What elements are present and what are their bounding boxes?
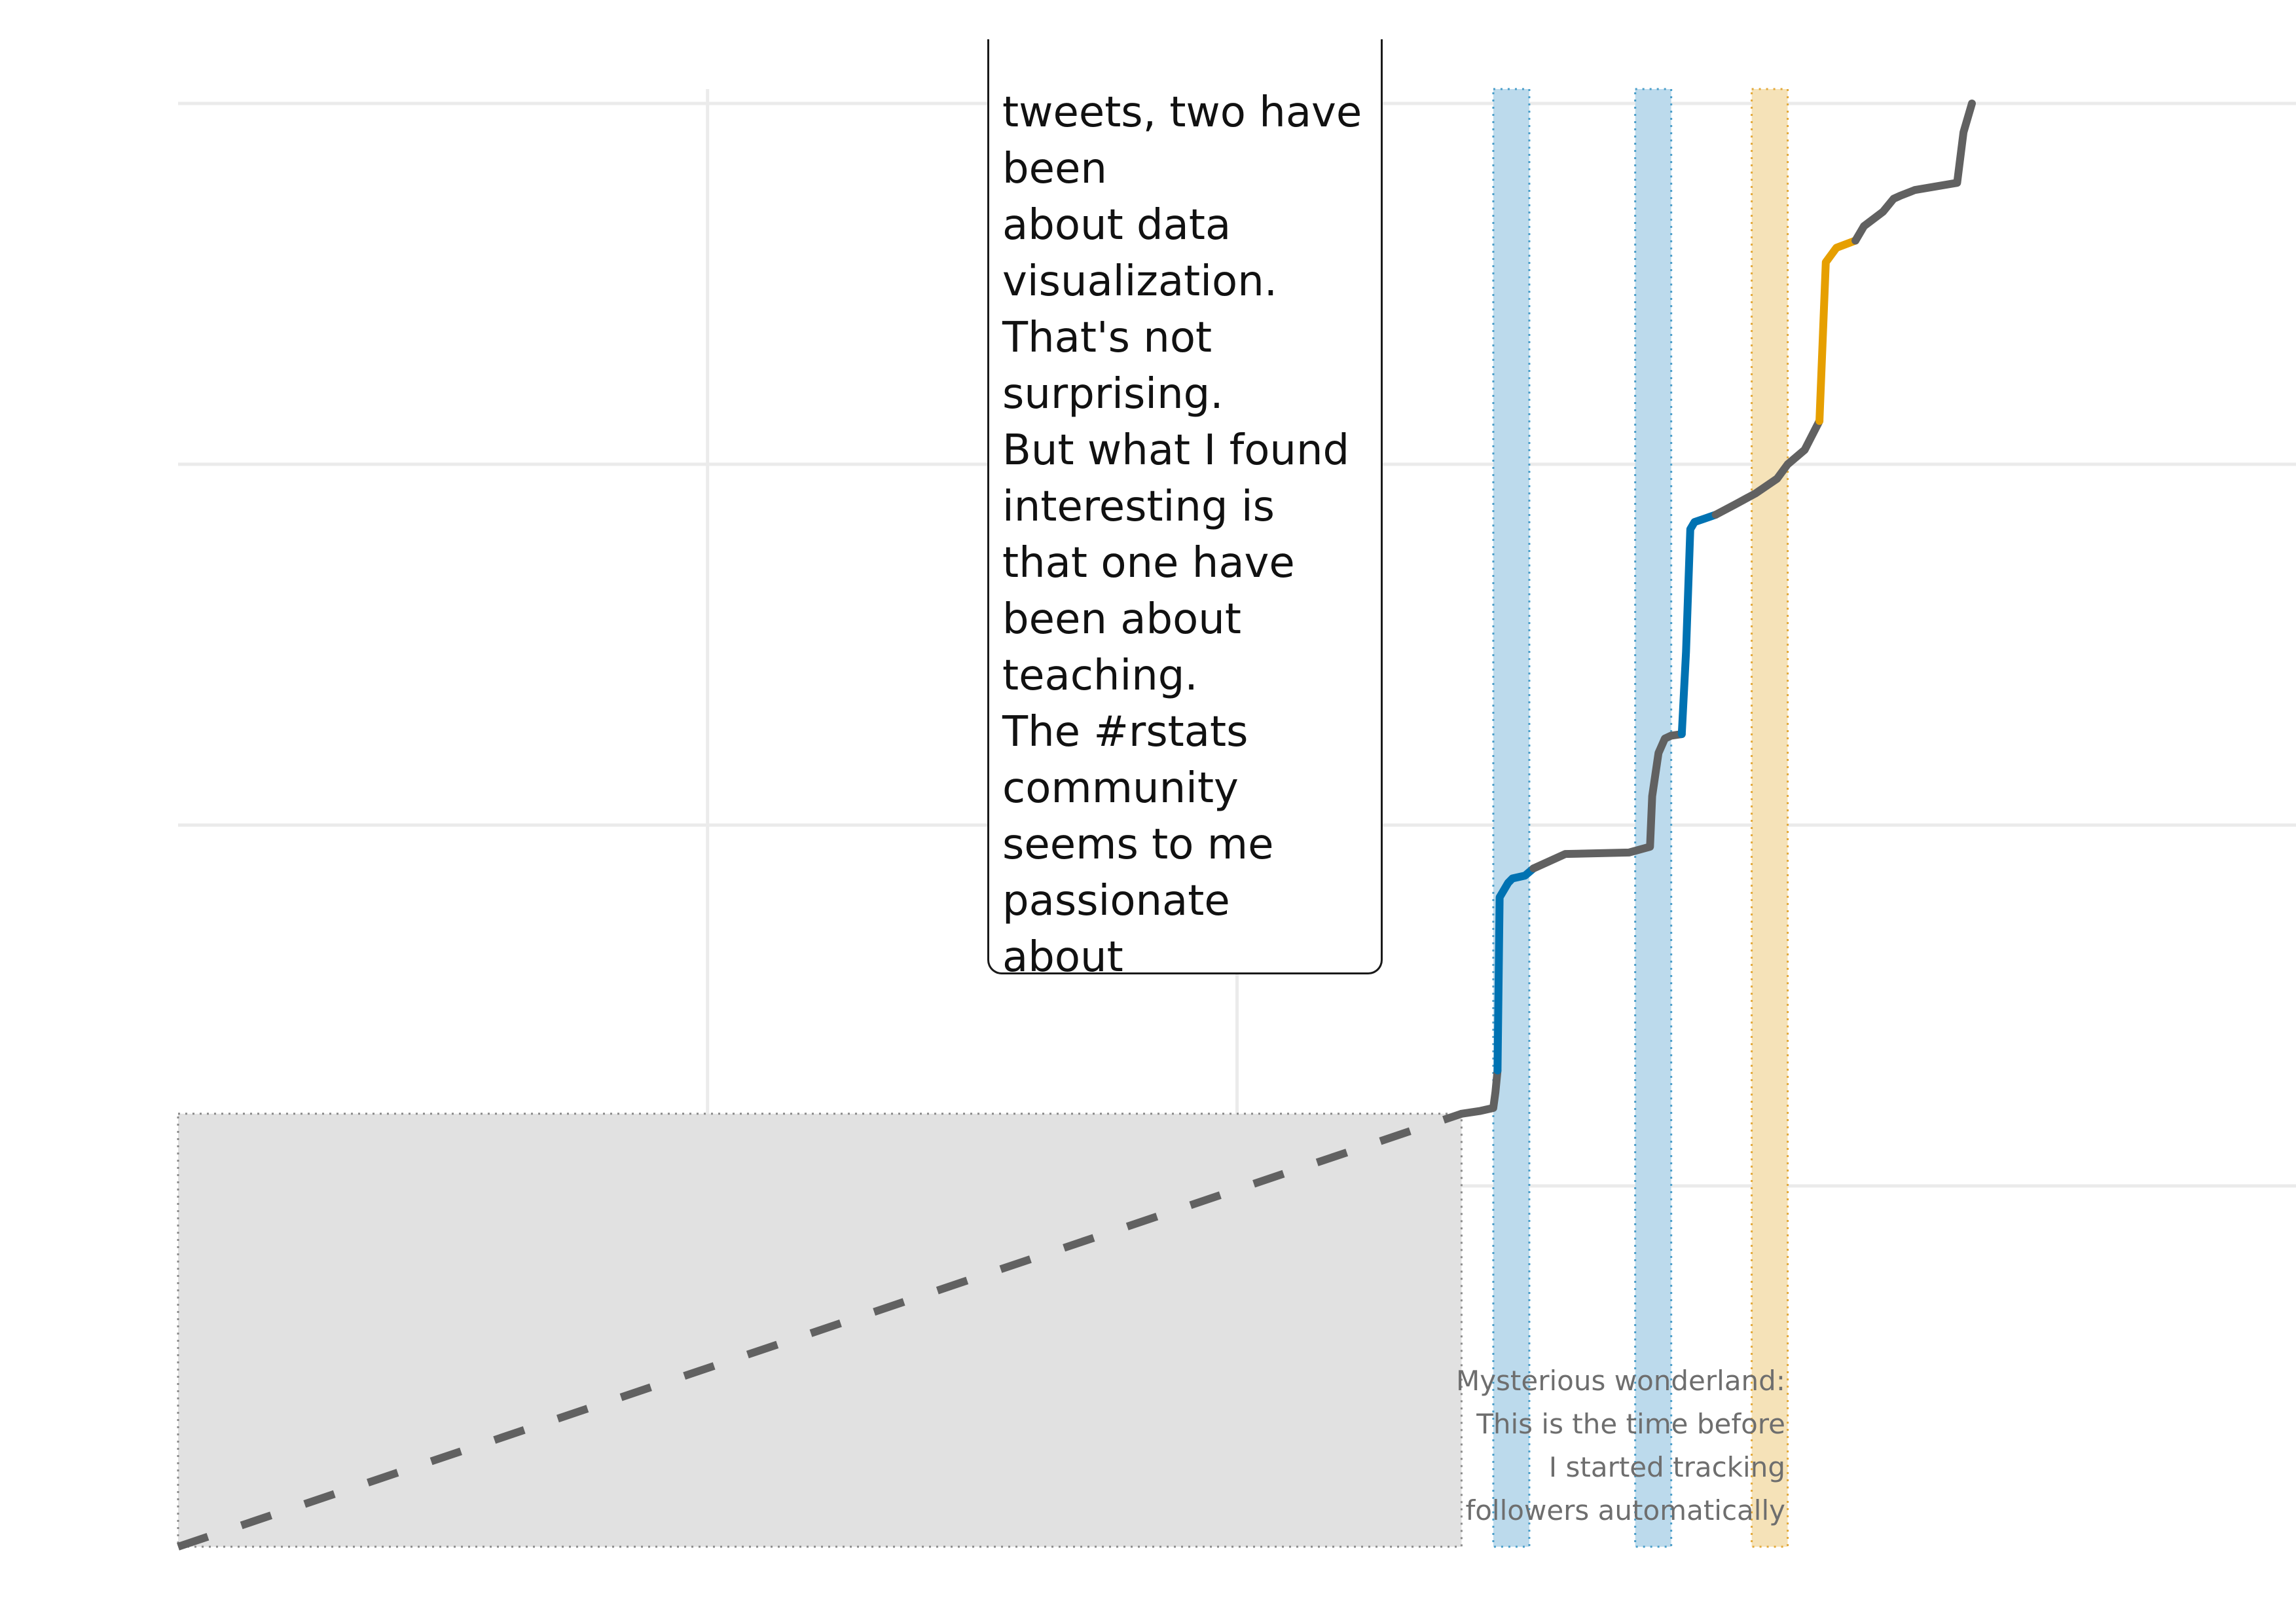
highlight-band-layer — [1492, 88, 1789, 1548]
follower-line-segment-1 — [177, 1110, 1463, 1551]
callout-line-16: about — [1002, 933, 1123, 974]
follower-line-segment-8 — [1851, 100, 1976, 245]
callout-line-13: community — [1002, 764, 1239, 813]
follower-line-segment-2 — [1457, 1066, 1502, 1118]
wonderland-line-3: I started tracking — [1549, 1451, 1785, 1483]
callout-line-9: that one have — [1002, 539, 1295, 587]
callout-line-8: interesting is — [1002, 483, 1275, 531]
callout-line-15: passionate — [1002, 877, 1230, 925]
series-layer — [177, 100, 1976, 1551]
callout-line-1: tweets, two have — [1002, 88, 1362, 137]
wonderland-line-4: followers automatically — [1465, 1494, 1785, 1526]
follower-line-segment-6 — [1711, 416, 1824, 519]
callout-line-6: surprising. — [1002, 370, 1224, 418]
callout-line-11: teaching. — [1002, 652, 1198, 700]
callout-line-14: seems to me — [1002, 821, 1274, 869]
follower-line-segment-7 — [1815, 236, 1860, 425]
callout-box: tweets, two have been about data visuali… — [987, 39, 1383, 974]
callout-line-3: about data — [1002, 201, 1231, 249]
follower-line-segment-3 — [1493, 864, 1538, 1075]
callout-line-10: been about — [1002, 595, 1241, 644]
follower-line-segment-4 — [1529, 730, 1686, 873]
callout-line-4: visualization. — [1002, 257, 1278, 306]
highlight-band-3 — [1751, 88, 1789, 1548]
highlight-band-1 — [1492, 88, 1531, 1548]
callout-line-5: That's not — [1002, 314, 1212, 362]
callout-line-12: The #rstats — [1002, 708, 1248, 756]
wonderland-line-2: This is the time before — [1476, 1408, 1785, 1440]
callout-line-7: But what I found — [1002, 426, 1350, 475]
wonderland-line-1: Mysterious wonderland: — [1456, 1365, 1785, 1397]
callout-line-2: been — [1002, 145, 1107, 193]
follower-line-segment-5 — [1677, 511, 1720, 739]
